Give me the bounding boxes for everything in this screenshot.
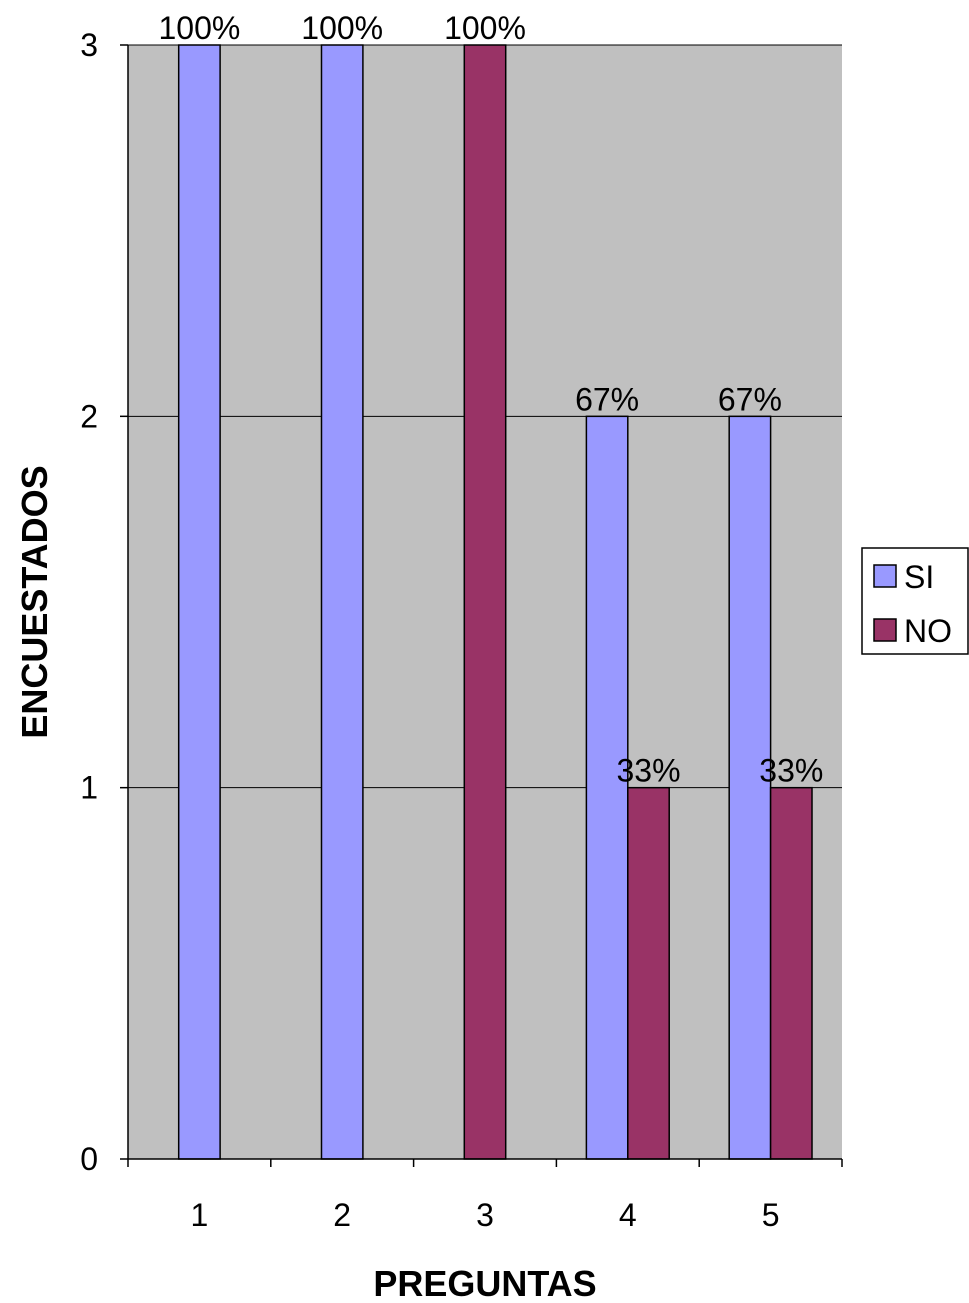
axes (120, 44, 843, 1167)
data-label-si-2: 100% (301, 10, 383, 46)
legend-swatch-si (873, 564, 897, 588)
x-tick-label-1: 1 (191, 1197, 209, 1233)
x-tick-label-3: 3 (476, 1197, 494, 1233)
y-tick-label-2: 2 (80, 398, 98, 434)
x-axis-title: PREGUNTAS (373, 1263, 596, 1303)
bars (177, 44, 813, 1160)
y-axis-title: ENCUESTADOS (14, 465, 55, 738)
data-label-si-5: 67% (718, 381, 782, 417)
legend-label-no: NO (904, 613, 952, 649)
x-tick-label-2: 2 (333, 1197, 351, 1233)
legend: SI NO (861, 547, 969, 655)
bar-si-2 (320, 44, 364, 1160)
bar-si-4 (585, 415, 629, 1160)
x-tick-label-4: 4 (619, 1197, 637, 1233)
data-label-no-3: 100% (444, 10, 526, 46)
legend-label-si: SI (904, 559, 934, 595)
data-labels: 100% 100% 100% 67% 33% 67% 33% (158, 10, 823, 789)
y-tick-label-1: 1 (80, 770, 98, 806)
y-tick-label-3: 3 (80, 27, 98, 63)
y-tick-label-0: 0 (80, 1141, 98, 1177)
x-tick-label-5: 5 (762, 1197, 780, 1233)
bar-no-3 (463, 44, 507, 1160)
bar-no-4 (627, 786, 670, 1160)
bar-si-5 (728, 415, 772, 1160)
bar-si-1 (177, 44, 221, 1160)
data-label-no-5: 33% (759, 753, 823, 789)
bar-no-5 (769, 786, 813, 1160)
data-label-no-4: 33% (616, 753, 680, 789)
data-label-si-1: 100% (158, 10, 240, 46)
legend-swatch-no (873, 618, 897, 642)
data-label-si-4: 67% (575, 381, 639, 417)
tick-labels: 0 1 2 3 1 2 3 4 5 (80, 27, 779, 1233)
